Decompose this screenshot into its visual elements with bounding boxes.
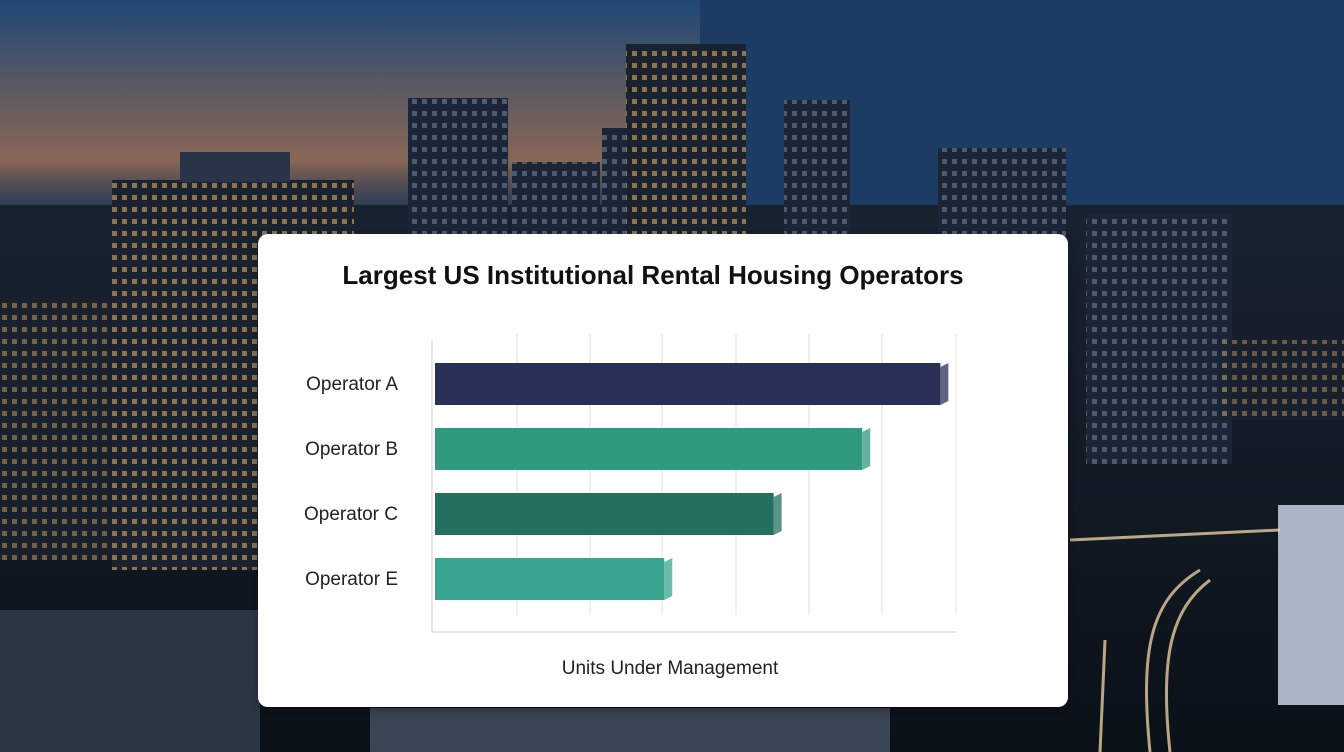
category-label: Operator C xyxy=(304,504,398,525)
bar-side xyxy=(773,493,782,535)
chart-title: Largest US Institutional Rental Housing … xyxy=(342,260,963,290)
bar-side xyxy=(862,428,871,470)
category-label: Operator A xyxy=(306,374,398,395)
chart-panel xyxy=(258,234,1068,707)
bar xyxy=(435,428,863,470)
bar-side xyxy=(664,558,673,600)
bar-side xyxy=(940,363,949,405)
category-label: Operator E xyxy=(305,569,398,590)
x-axis-label: Units Under Management xyxy=(562,658,779,679)
bar xyxy=(435,558,665,600)
category-label: Operator B xyxy=(305,439,398,460)
street-lights xyxy=(1069,528,1281,752)
bar xyxy=(435,493,774,535)
bar xyxy=(435,363,941,405)
